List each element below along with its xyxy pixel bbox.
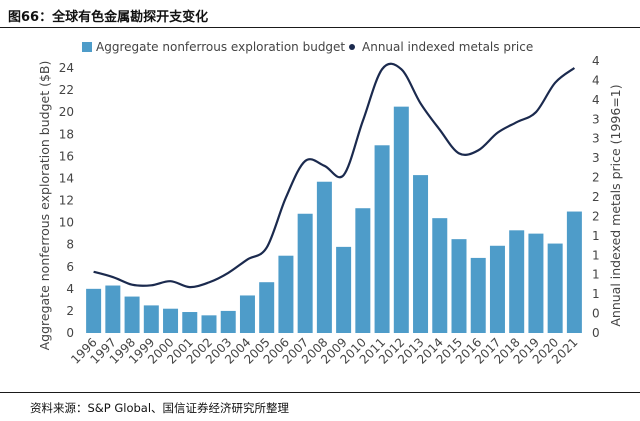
- bottom-rule: [0, 392, 640, 393]
- budget-bar-1997: [105, 285, 121, 333]
- right-tick-label: 4: [592, 54, 600, 68]
- right-tick-label: 3: [592, 132, 600, 146]
- left-tick-label: 20: [59, 105, 74, 119]
- budget-bar-2016: [470, 257, 486, 333]
- budget-bar-2007: [297, 213, 313, 333]
- right-tick-label: 2: [592, 190, 600, 204]
- left-tick-label: 22: [59, 83, 74, 97]
- right-tick-label: 1: [592, 229, 600, 243]
- right-axis-ticks: 0 0 1 1 1 1 2 2 2 3 3 3 4 4 4: [592, 54, 600, 340]
- right-tick-label: 0: [592, 326, 600, 340]
- legend-line-label: Annual indexed metals price: [362, 40, 533, 54]
- budget-bar-1998: [124, 296, 140, 333]
- right-axis-label: Annual indexed metals price (1996=1): [608, 84, 623, 326]
- right-tick-label: 2: [592, 209, 600, 223]
- left-tick-label: 0: [66, 326, 74, 340]
- left-tick-label: 2: [66, 304, 74, 318]
- budget-bar-2002: [201, 315, 217, 333]
- budget-bar-1999: [143, 305, 159, 333]
- legend: Aggregate nonferrous exploration budget …: [82, 40, 533, 54]
- budget-bar-2013: [413, 175, 429, 333]
- right-tick-label: 3: [592, 112, 600, 126]
- price-line: [93, 62, 576, 289]
- left-tick-label: 14: [59, 171, 74, 185]
- exploration-chart: Aggregate nonferrous exploration budget …: [37, 40, 623, 367]
- right-tick-label: 0: [592, 307, 600, 321]
- budget-bar-2020: [547, 243, 563, 333]
- right-tick-label: 4: [592, 93, 600, 107]
- budget-bar-2001: [182, 312, 198, 333]
- top-rule: [0, 27, 640, 28]
- budget-bar-2012: [393, 106, 409, 333]
- left-tick-label: 12: [59, 194, 74, 208]
- budget-bar-2017: [489, 245, 505, 333]
- right-tick-label: 1: [592, 268, 600, 282]
- left-tick-label: 10: [59, 216, 74, 230]
- budget-bar-2018: [509, 230, 525, 333]
- budget-bar-1996: [86, 288, 102, 333]
- budget-bar-2014: [432, 218, 448, 333]
- bars: [86, 106, 582, 333]
- right-tick-label: 4: [592, 73, 600, 87]
- budget-bar-2003: [220, 310, 236, 333]
- budget-bar-2006: [278, 255, 294, 333]
- budget-bar-2019: [528, 233, 544, 333]
- budget-bar-2005: [259, 282, 275, 333]
- figure-title: 图66：全球有色金属勘探开支变化: [8, 10, 209, 25]
- legend-line-marker: [349, 44, 355, 50]
- left-tick-label: 24: [59, 61, 74, 75]
- left-tick-label: 8: [66, 238, 74, 252]
- legend-bar-swatch: [82, 42, 92, 52]
- left-tick-label: 18: [59, 127, 74, 141]
- legend-bar-label: Aggregate nonferrous exploration budget: [96, 40, 345, 54]
- left-axis-label: Aggregate nonferrous exploration budget …: [37, 61, 52, 351]
- x-axis-ticks: 1996199719981999200020012002200320042005…: [68, 335, 580, 366]
- right-tick-label: 1: [592, 248, 600, 262]
- left-tick-label: 6: [66, 260, 74, 274]
- right-tick-label: 2: [592, 171, 600, 185]
- budget-bar-2011: [374, 145, 390, 333]
- budget-bar-2015: [451, 239, 467, 333]
- budget-bar-2021: [566, 211, 582, 333]
- budget-bar-2004: [239, 295, 255, 333]
- right-tick-label: 3: [592, 151, 600, 165]
- budget-bar-2009: [336, 246, 352, 333]
- budget-bar-2000: [163, 308, 179, 333]
- right-tick-label: 1: [592, 287, 600, 301]
- left-tick-label: 4: [66, 282, 74, 296]
- left-tick-label: 16: [59, 149, 74, 163]
- source-note: 资料来源：S&P Global、国信证券经济研究所整理: [30, 401, 290, 415]
- budget-bar-2010: [355, 208, 371, 333]
- budget-bar-2008: [316, 181, 332, 333]
